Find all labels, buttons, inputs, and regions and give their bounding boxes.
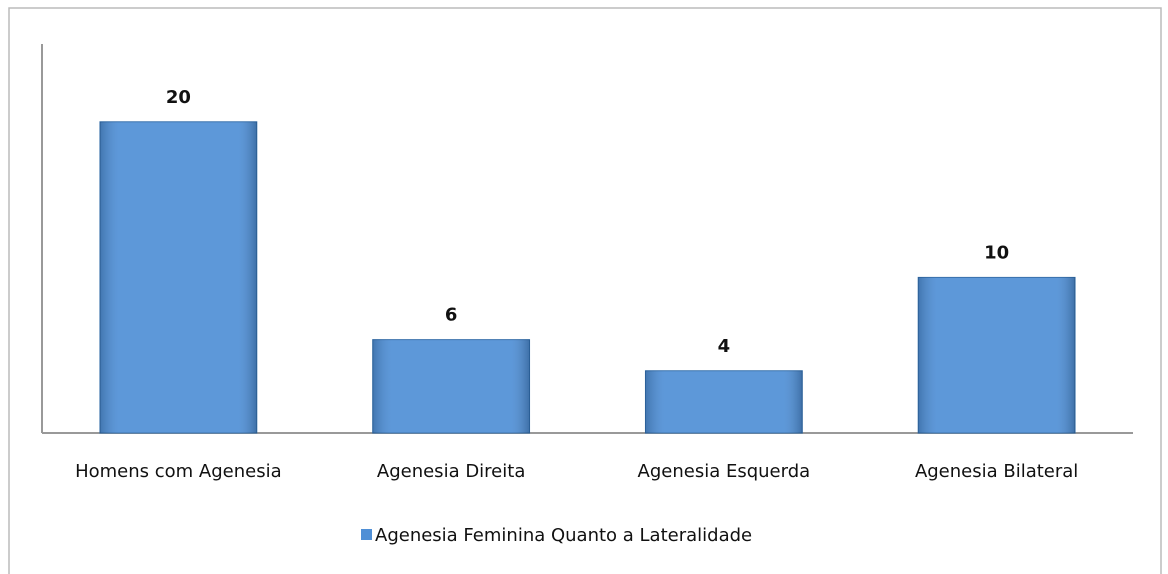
data-label: 10 [984, 242, 1009, 263]
x-tick-label: Homens com Agenesia [75, 461, 282, 482]
bar [917, 276, 1076, 434]
bar [99, 121, 258, 434]
bar [372, 339, 531, 434]
frame [8, 7, 1162, 574]
x-tick-label: Agenesia Esquerda [638, 461, 811, 482]
legend-swatch [361, 529, 372, 540]
data-label: 6 [445, 305, 458, 326]
data-label: 4 [718, 336, 731, 357]
x-tick-label: Agenesia Direita [377, 461, 525, 482]
bar [644, 370, 803, 434]
x-tick-label: Agenesia Bilateral [915, 461, 1078, 482]
legend-label: Agenesia Feminina Quanto a Lateralidade [375, 525, 752, 546]
data-label: 20 [166, 87, 191, 108]
